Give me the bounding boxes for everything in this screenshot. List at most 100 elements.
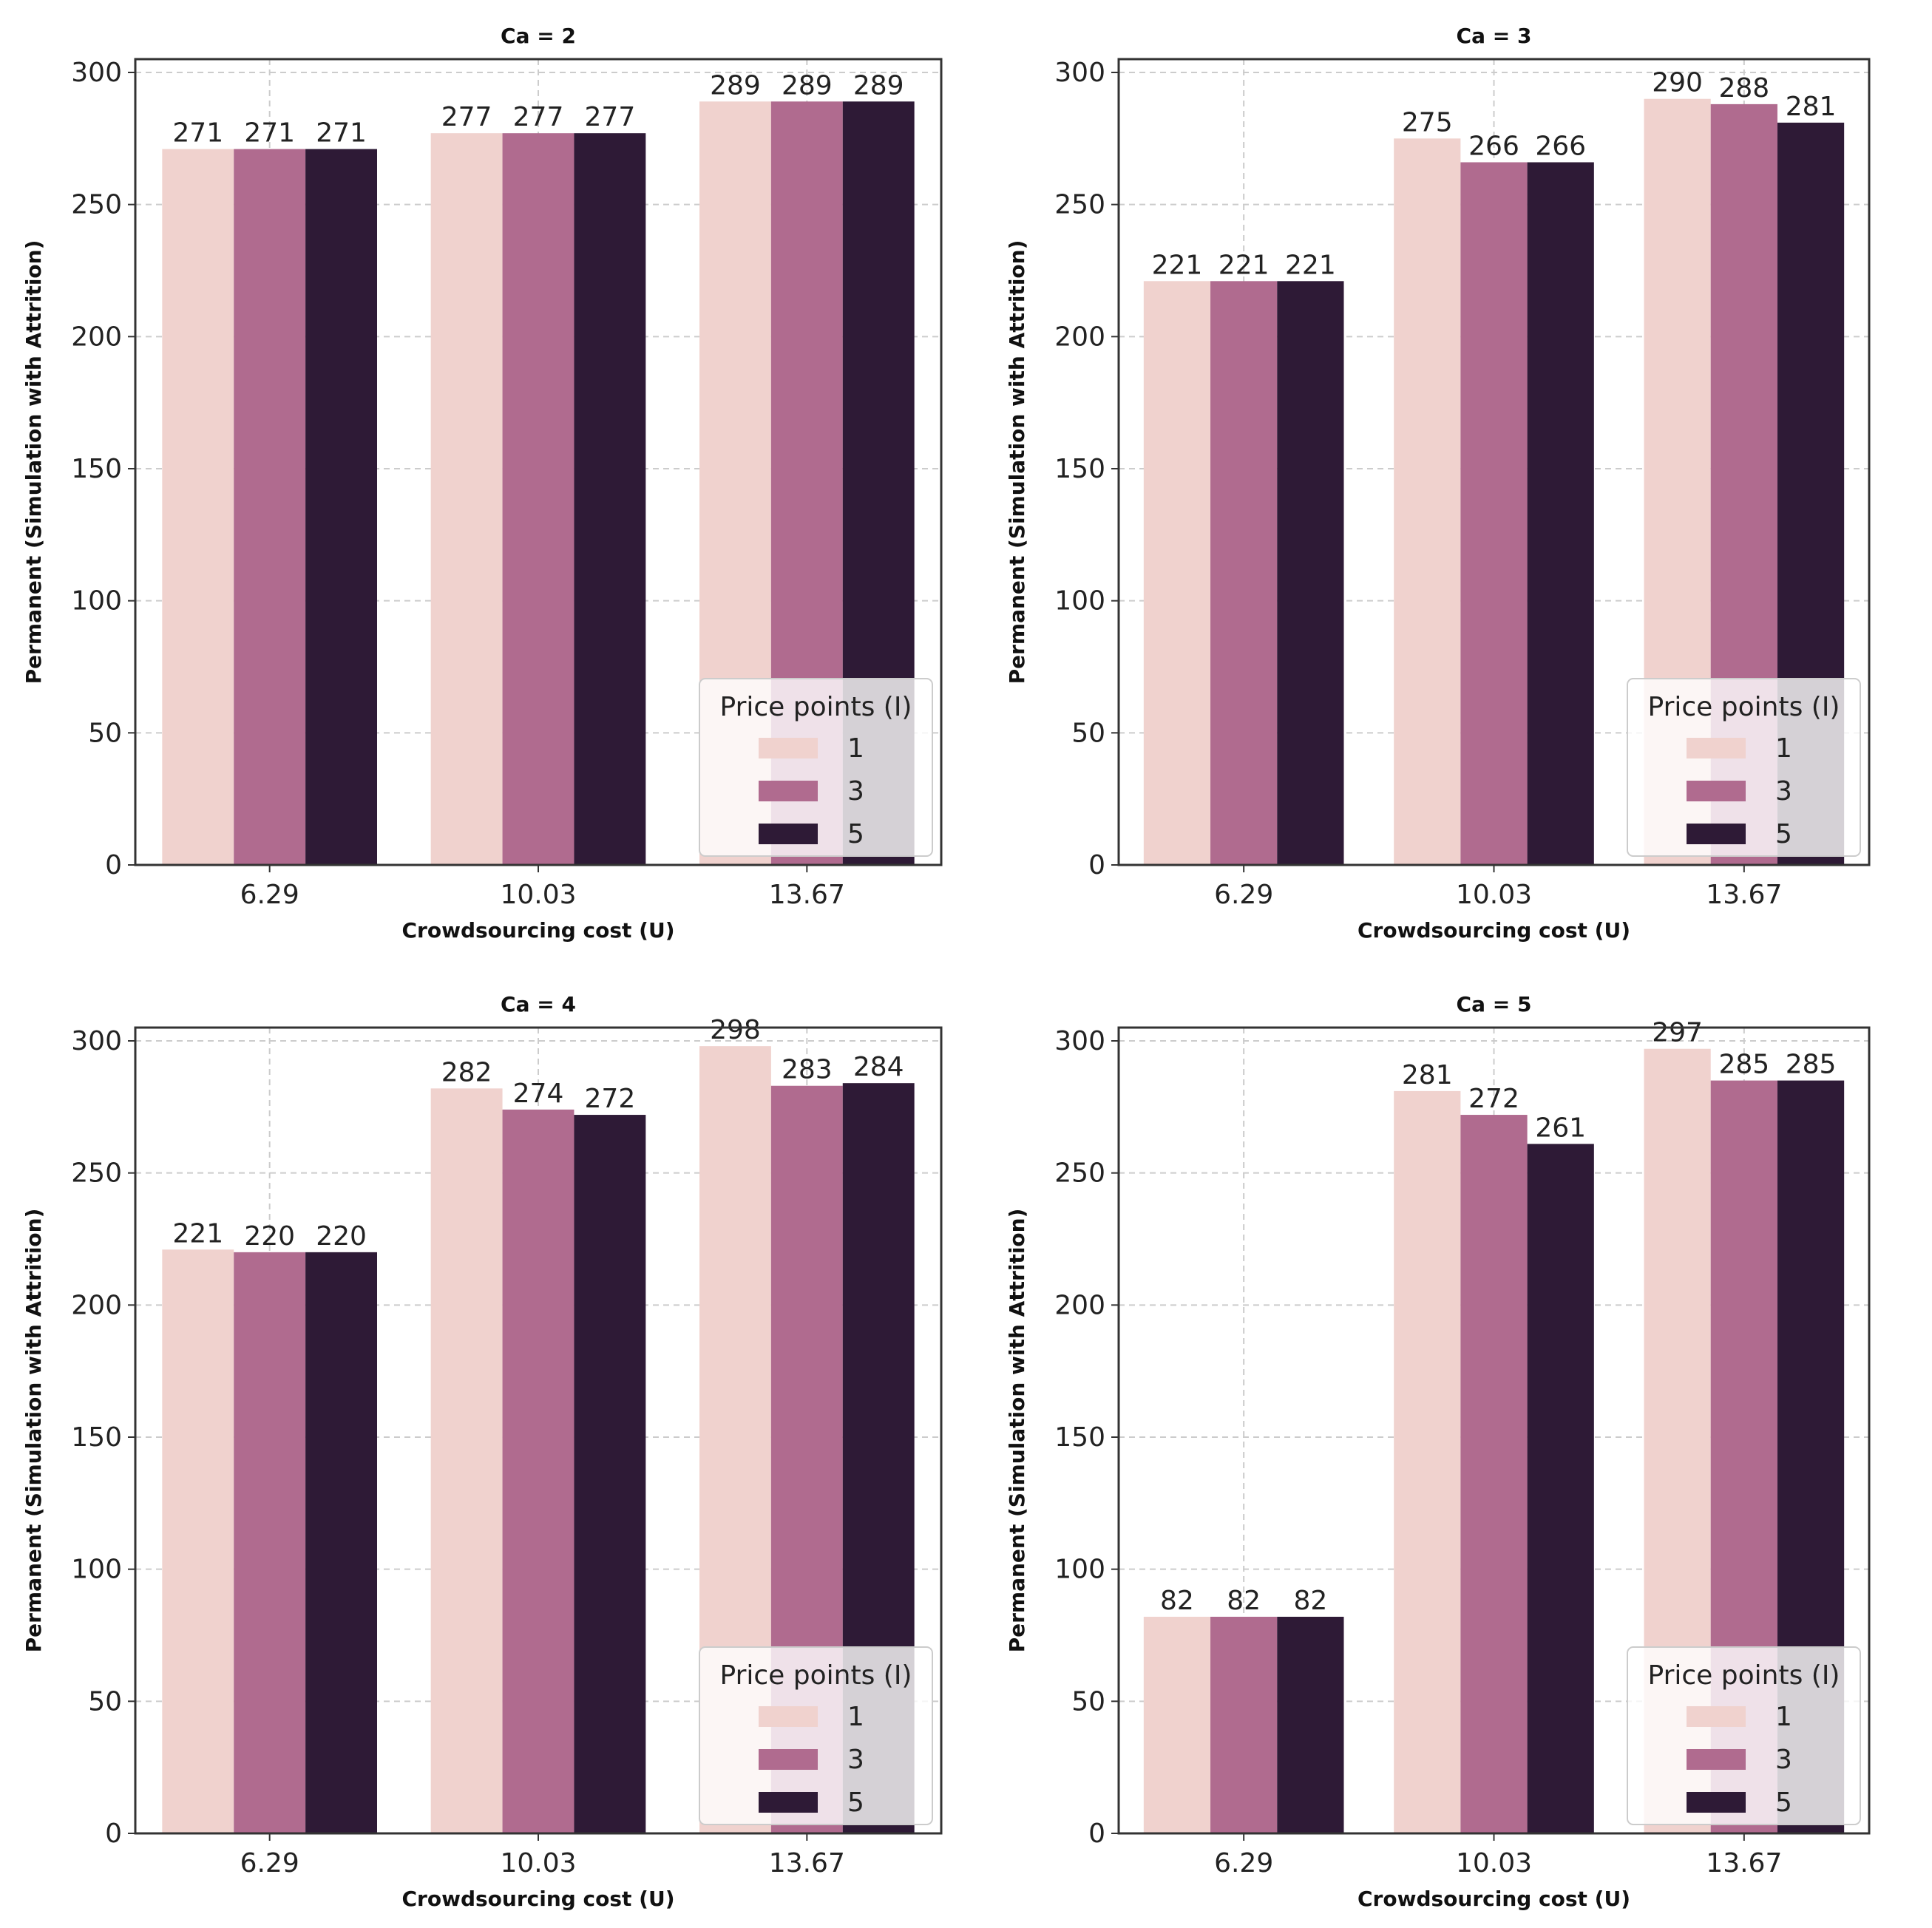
bar-value-label: 271: [172, 118, 223, 149]
bar-value-label: 283: [782, 1055, 833, 1085]
bar-value-label: 272: [585, 1084, 636, 1114]
y-tick-label: 100: [71, 1555, 122, 1585]
y-tick-label: 150: [1054, 1422, 1105, 1453]
legend-entry: 5: [847, 1788, 864, 1818]
bar-value-label: 271: [316, 118, 367, 149]
bar-value-label: 221: [1218, 250, 1270, 280]
bar: [502, 133, 574, 866]
legend-swatch: [759, 1792, 818, 1813]
legend-swatch: [1687, 1749, 1746, 1770]
legend-entry: 1: [847, 1702, 864, 1732]
bar-value-label: 290: [1652, 68, 1703, 98]
legend-entry: 1: [847, 733, 864, 764]
bar: [1394, 138, 1461, 866]
legend-entry: 3: [1775, 776, 1792, 807]
legend-swatch: [1687, 781, 1746, 801]
x-axis-label: Crowdsourcing cost (U): [1358, 918, 1630, 943]
chart-title: Ca = 2: [501, 24, 576, 48]
bar-value-label: 274: [513, 1079, 564, 1109]
y-tick-label: 150: [71, 1422, 122, 1453]
legend-box: [699, 1646, 933, 1825]
bar-value-label: 82: [1227, 1586, 1261, 1616]
x-tick-label: 6.29: [240, 1848, 299, 1878]
y-tick-label: 250: [1054, 1158, 1105, 1189]
bar: [305, 149, 377, 866]
bar-value-label: 277: [513, 102, 564, 132]
bar-value-label: 271: [244, 118, 295, 149]
y-tick-label: 150: [1054, 454, 1105, 484]
bar-value-label: 220: [316, 1221, 367, 1252]
legend-entry: 1: [1775, 1702, 1792, 1732]
y-tick-label: 300: [71, 58, 122, 88]
bar: [234, 1252, 306, 1833]
bar-value-label: 277: [441, 102, 492, 132]
y-tick-label: 50: [1071, 718, 1105, 748]
y-tick-label: 200: [71, 322, 122, 352]
bar-value-label: 266: [1535, 131, 1586, 161]
y-axis-label: Permanent (Simulation with Attrition): [21, 240, 46, 685]
x-tick-label: 10.03: [500, 1848, 576, 1878]
bar-value-label: 221: [1152, 250, 1203, 280]
legend: Price points (I) 1 3 5: [699, 1646, 933, 1825]
x-tick-label: 10.03: [1456, 1848, 1532, 1878]
bar: [1460, 1115, 1528, 1833]
x-axis-label: Crowdsourcing cost (U): [1358, 1887, 1630, 1911]
legend-box: [699, 678, 933, 857]
legend-swatch: [759, 1749, 818, 1770]
legend-entry: 5: [1775, 819, 1792, 849]
bar-value-label: 272: [1468, 1084, 1519, 1114]
y-tick-label: 50: [88, 718, 122, 748]
x-axis-label: Crowdsourcing cost (U): [401, 918, 674, 943]
legend-swatch: [1687, 1792, 1746, 1813]
chart-panel-4: 82 82 82 281 272 261 297 285 285 0 50 100 150 200 250 3…: [1005, 992, 1871, 1911]
chart-panel-3: 221 220 220 282 274 272 298 283 284 0 50 100 150 200 2…: [21, 992, 943, 1911]
legend-title: Price points (I): [1648, 692, 1840, 722]
bar-value-label: 261: [1535, 1113, 1586, 1143]
legend-swatch: [1687, 1706, 1746, 1727]
legend-swatch: [759, 824, 818, 844]
chart-panel-2: 221 221 221 275 266 266 290 288 281 0 50 100 150 200 2…: [1005, 24, 1871, 943]
bar: [574, 133, 646, 866]
legend: Price points (I) 1 3 5: [1627, 1646, 1861, 1825]
y-axis-label: Permanent (Simulation with Attrition): [21, 1209, 46, 1653]
bar: [162, 149, 234, 866]
chart-panel-1: 271 271 271 277 277 277 289 289 289 0 50 100 150 200 2…: [21, 24, 943, 943]
legend-entry: 5: [1775, 1788, 1792, 1818]
x-tick-label: 13.67: [769, 880, 845, 910]
x-tick-label: 6.29: [240, 880, 299, 910]
bar-value-label: 266: [1468, 131, 1519, 161]
legend-title: Price points (I): [720, 692, 912, 722]
legend: Price points (I) 1 3 5: [699, 678, 933, 857]
y-tick-label: 0: [1088, 1819, 1105, 1849]
x-tick-label: 13.67: [1706, 880, 1782, 910]
bar: [430, 1088, 503, 1833]
bar: [1210, 281, 1278, 865]
bar-value-label: 82: [1293, 1586, 1327, 1616]
legend-entry: 5: [847, 819, 864, 849]
legend-entry: 1: [1775, 733, 1792, 764]
chart-title: Ca = 5: [1457, 992, 1532, 1016]
x-tick-label: 13.67: [1706, 1848, 1782, 1878]
bar-value-label: 289: [710, 70, 761, 101]
y-tick-label: 50: [1071, 1686, 1105, 1717]
bar-value-label: 289: [853, 70, 904, 101]
bar: [1277, 1616, 1344, 1833]
x-tick-label: 10.03: [1456, 880, 1532, 910]
bar-value-label: 221: [172, 1218, 223, 1249]
legend-entry: 3: [847, 776, 864, 807]
bar: [1143, 281, 1211, 865]
legend-swatch: [1687, 738, 1746, 758]
bar-value-label: 297: [1652, 1018, 1703, 1048]
bar: [502, 1109, 574, 1833]
y-tick-label: 50: [88, 1686, 122, 1717]
legend-swatch: [759, 781, 818, 801]
bar-value-label: 82: [1160, 1586, 1194, 1616]
bar: [1277, 281, 1344, 865]
bar-value-label: 285: [1786, 1050, 1837, 1080]
legend-swatch: [1687, 824, 1746, 844]
legend-entry: 3: [1775, 1745, 1792, 1775]
y-tick-label: 300: [1054, 58, 1105, 88]
bar-value-label: 281: [1786, 92, 1837, 122]
y-tick-label: 0: [105, 850, 122, 880]
y-tick-label: 200: [1054, 1290, 1105, 1320]
